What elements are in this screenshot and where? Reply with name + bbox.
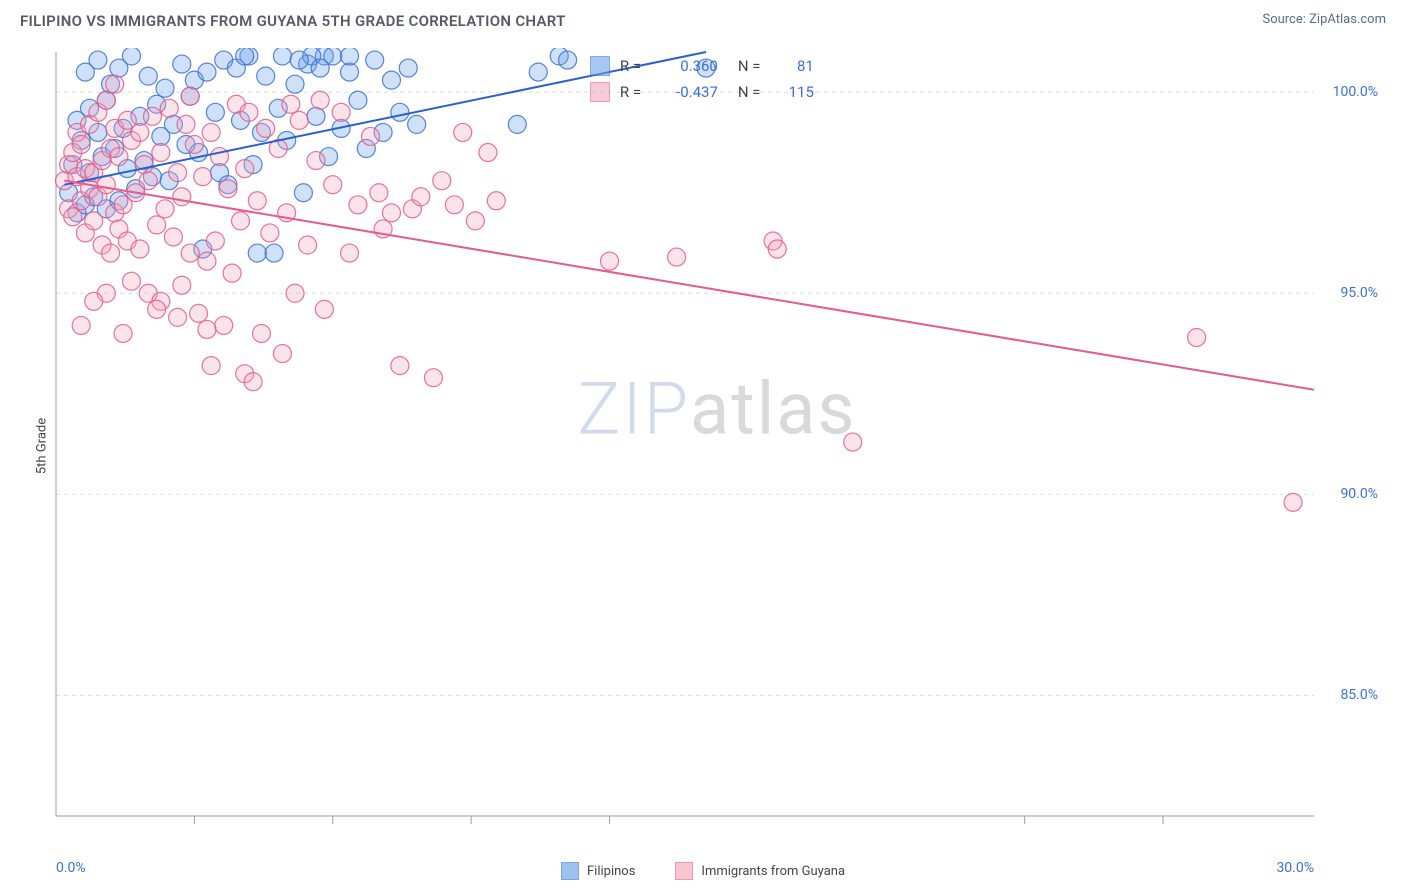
n-value: 81 bbox=[778, 57, 814, 75]
n-label: N = bbox=[738, 83, 768, 101]
source-label: Source: ZipAtlas.com bbox=[1262, 12, 1386, 27]
r-value: -0.437 bbox=[660, 83, 718, 101]
r-value: 0.360 bbox=[660, 57, 718, 75]
legend-swatch bbox=[675, 862, 693, 880]
legend-swatch bbox=[561, 862, 579, 880]
legend-item: Filipinos bbox=[561, 862, 635, 880]
n-value: 115 bbox=[778, 83, 814, 101]
correlation-stats-box: R = 0.360 N = 81 R = -0.437 N = 115 bbox=[590, 56, 814, 108]
stats-row: R = 0.360 N = 81 bbox=[590, 56, 814, 76]
legend-swatch bbox=[590, 82, 610, 102]
chart-area: ZIPatlas R =0.360N =81R =-0.437N =115 85… bbox=[48, 48, 1386, 832]
chart-legend: Filipinos Immigrants from Guyana bbox=[0, 862, 1406, 880]
legend-item: Immigrants from Guyana bbox=[675, 862, 845, 880]
legend-swatch bbox=[590, 56, 610, 76]
n-label: N = bbox=[738, 57, 768, 75]
legend-label: Immigrants from Guyana bbox=[701, 864, 845, 879]
chart-title: FILIPINO VS IMMIGRANTS FROM GUYANA 5TH G… bbox=[20, 12, 566, 30]
scatter-chart bbox=[48, 48, 1386, 832]
r-label: R = bbox=[620, 83, 650, 101]
stats-row: R = -0.437 N = 115 bbox=[590, 82, 814, 102]
legend-label: Filipinos bbox=[587, 864, 635, 879]
r-label: R = bbox=[620, 57, 650, 75]
